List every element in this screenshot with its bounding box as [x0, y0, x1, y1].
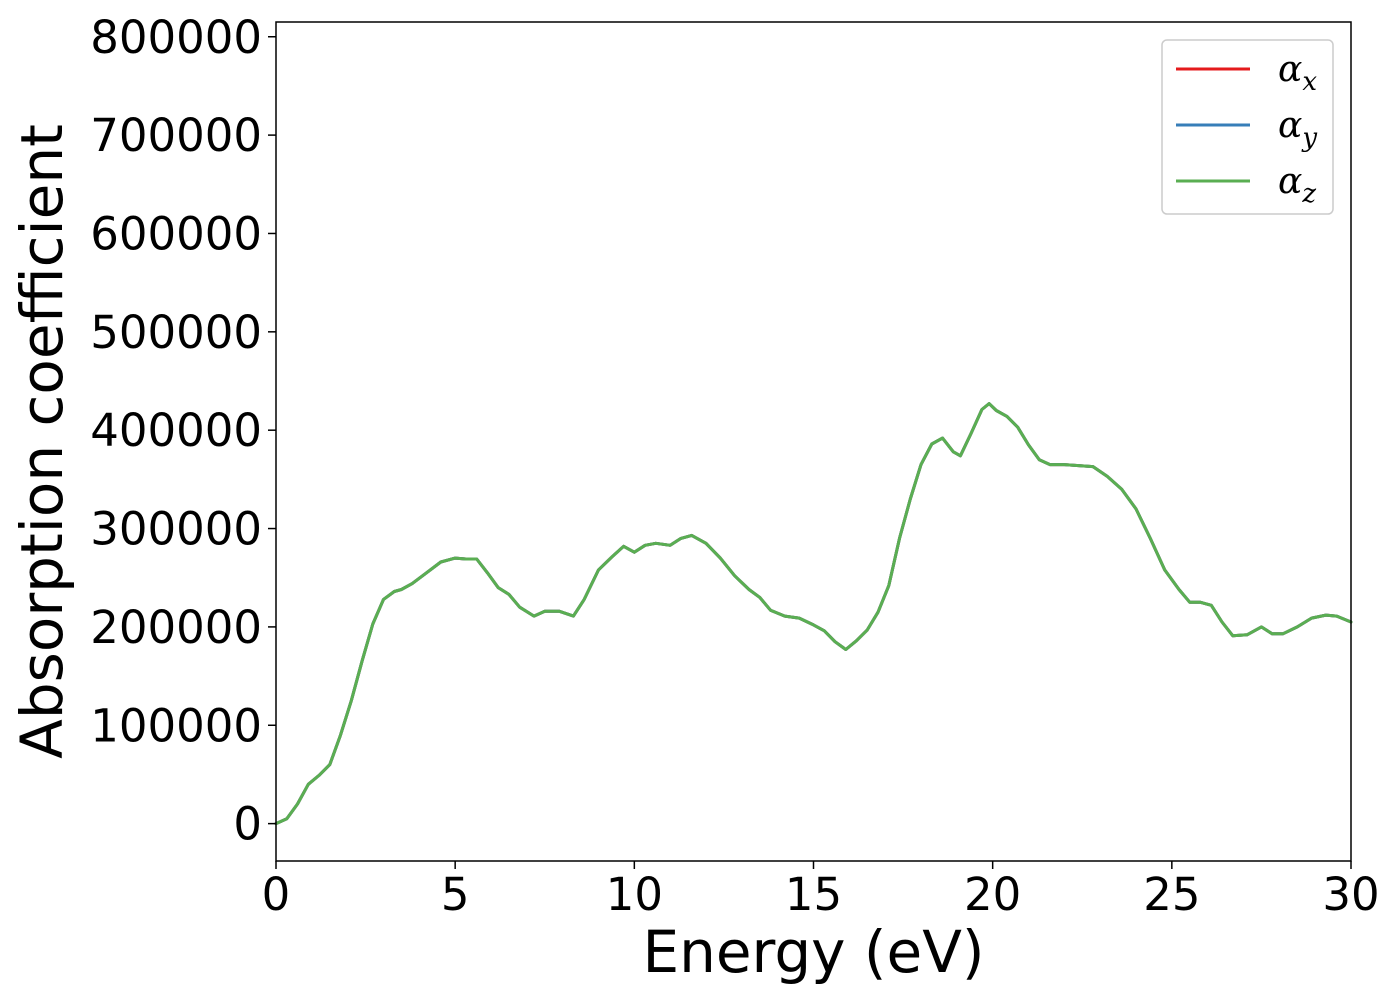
y-tick-label: 600000: [90, 207, 262, 260]
y-tick-label: 300000: [90, 503, 262, 556]
legend: αx αy αz: [1161, 39, 1334, 215]
legend-box: [1161, 39, 1334, 215]
legend-label-y: αy: [1278, 105, 1317, 153]
y-tick-label: 200000: [90, 601, 262, 654]
x-tick-label: 20: [964, 868, 1021, 921]
y-tick-label: 100000: [90, 699, 262, 752]
legend-label-z: αz: [1278, 161, 1316, 209]
y-axis-label: Absorption coefficient: [8, 124, 76, 759]
series-line-z: [274, 402, 1353, 826]
legend-label-x: αx: [1278, 49, 1317, 97]
y-tick-label: 400000: [90, 404, 262, 457]
x-tick-label: 0: [262, 868, 291, 921]
series-line-x: [274, 402, 1353, 826]
y-tick-label: 0: [233, 798, 262, 851]
series-line-y: [274, 402, 1353, 826]
x-tick-label: 5: [441, 868, 470, 921]
x-tick-label: 10: [606, 868, 663, 921]
series-layer: [274, 402, 1353, 826]
x-axis-label: Energy (eV): [642, 918, 984, 986]
tick-layer: 0 5 10 15 20 25 30 0 100000 200000 300000 400000 500…: [90, 11, 1379, 921]
y-tick-label: 800000: [90, 11, 262, 64]
y-tick-label: 500000: [90, 306, 262, 359]
x-tick-label: 30: [1322, 868, 1379, 921]
x-tick-label: 25: [1143, 868, 1200, 921]
y-tick-label: 700000: [90, 109, 262, 162]
x-tick-label: 15: [785, 868, 842, 921]
